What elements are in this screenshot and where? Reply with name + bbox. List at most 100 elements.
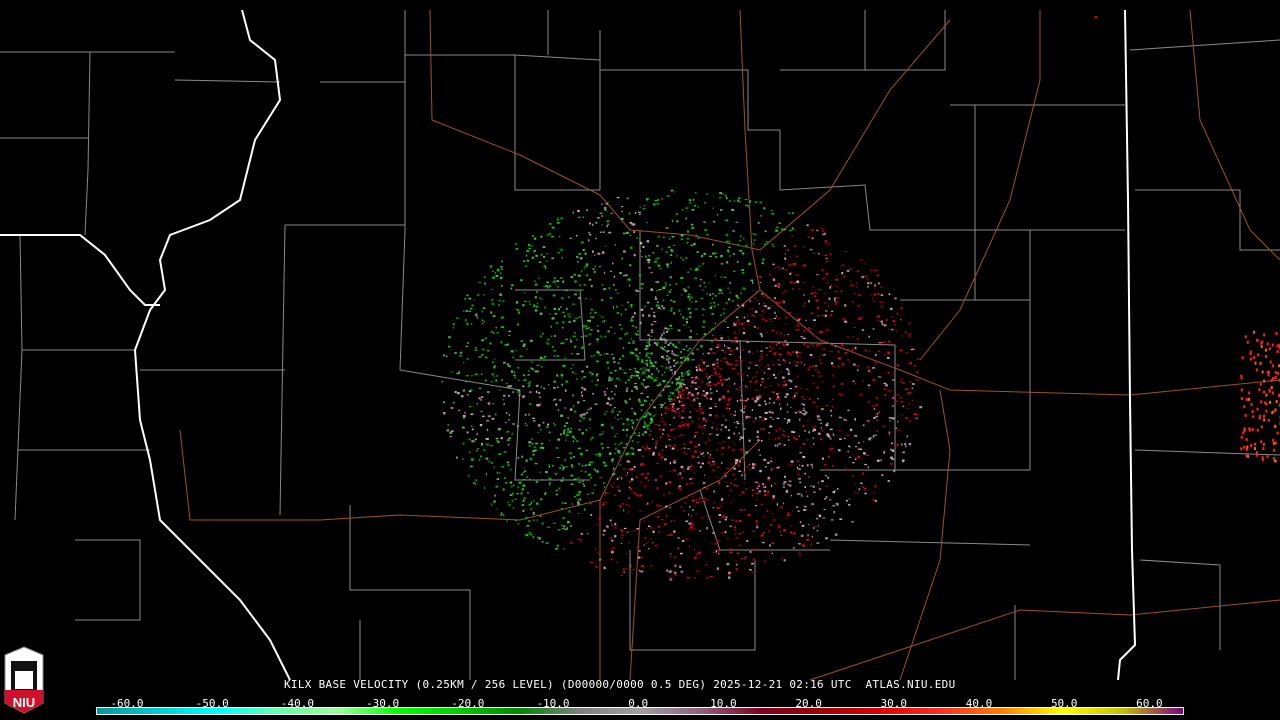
echo-pixel [492,332,495,334]
echo-pixel [776,393,779,395]
echo-pixel [630,565,632,568]
echo-pixel [647,424,650,426]
colorbar-tick: 50.0 [1050,697,1078,710]
echo-pixel [583,267,585,269]
echo-pixel [539,403,541,406]
echo-pixel [822,331,824,334]
echo-pixel [737,372,740,375]
echo-pixel [618,411,621,413]
echo-pixel [594,484,597,486]
echo-pixel [691,482,693,484]
echo-pixel [648,525,651,527]
echo-pixel [633,569,635,571]
echo-pixel [724,276,727,278]
echo-pixel [614,435,616,438]
echo-pixel [557,529,561,531]
echo-pixel [729,525,732,528]
echo-pixel [826,243,829,245]
echo-pixel [501,465,505,468]
echo-pixel [833,385,835,388]
echo-pixel [875,361,878,365]
echo-pixel [710,388,712,391]
echo-pixel [750,467,753,470]
echo-pixel [831,310,834,313]
echo-pixel [559,247,561,249]
echo-pixel [621,206,624,208]
echo-pixel [647,357,651,359]
echo-pixel [1263,333,1266,337]
echo-pixel [803,364,806,366]
echo-pixel [656,463,659,465]
echo-pixel [714,274,716,277]
echo-pixel [601,251,605,254]
echo-pixel [495,485,499,488]
echo-pixel [662,419,664,422]
echo-pixel [760,357,763,360]
echo-pixel [720,337,723,340]
echo-pixel [561,507,563,510]
echo-pixel [550,325,552,328]
echo-pixel [1253,330,1256,334]
echo-pixel [691,359,695,361]
echo-pixel [735,520,737,523]
echo-pixel [527,382,531,385]
echo-pixel [837,365,840,368]
echo-pixel [705,419,708,422]
echo-pixel [500,276,503,280]
echo-pixel [532,451,535,453]
echo-pixel [703,424,707,426]
echo-pixel [729,281,731,285]
echo-pixel [884,394,887,396]
echo-pixel [588,326,590,329]
echo-pixel [909,362,912,365]
echo-pixel [752,558,756,561]
echo-pixel [506,363,510,366]
echo-pixel [779,466,781,468]
echo-pixel [1256,451,1258,455]
echo-pixel [681,539,685,542]
echo-pixel [767,367,771,370]
echo-pixel [657,513,659,515]
echo-pixel [761,378,764,380]
echo-pixel [643,305,646,308]
echo-pixel [791,235,794,237]
echo-pixel [779,332,782,335]
echo-pixel [601,215,603,217]
echo-pixel [647,334,650,336]
echo-pixel [661,197,663,200]
echo-pixel [735,221,739,223]
echo-pixel [648,255,651,257]
echo-pixel [478,356,482,358]
echo-pixel [625,552,629,554]
echo-pixel [688,348,690,350]
echo-pixel [705,564,707,566]
echo-pixel [495,379,497,382]
echo-pixel [671,408,674,411]
echo-pixel [759,275,762,278]
echo-pixel [868,335,870,338]
echo-pixel [735,563,738,566]
echo-pixel [585,274,589,277]
echo-pixel [908,333,911,336]
echo-pixel [615,305,618,307]
echo-pixel [800,357,802,359]
echo-pixel [771,542,775,545]
echo-pixel [673,556,676,559]
echo-pixel [698,551,701,554]
echo-pixel [726,563,730,566]
echo-pixel [558,487,561,490]
echo-pixel [523,470,527,472]
echo-pixel [887,328,890,330]
echo-pixel [698,386,700,388]
echo-pixel [841,264,845,266]
echo-pixel [712,292,714,295]
echo-pixel [549,483,551,486]
echo-pixel [1278,364,1280,368]
echo-pixel [671,219,673,222]
echo-pixel [848,503,851,506]
echo-pixel [671,392,674,395]
echo-pixel [585,297,588,300]
echo-pixel [552,294,556,297]
echo-pixel [486,443,489,446]
